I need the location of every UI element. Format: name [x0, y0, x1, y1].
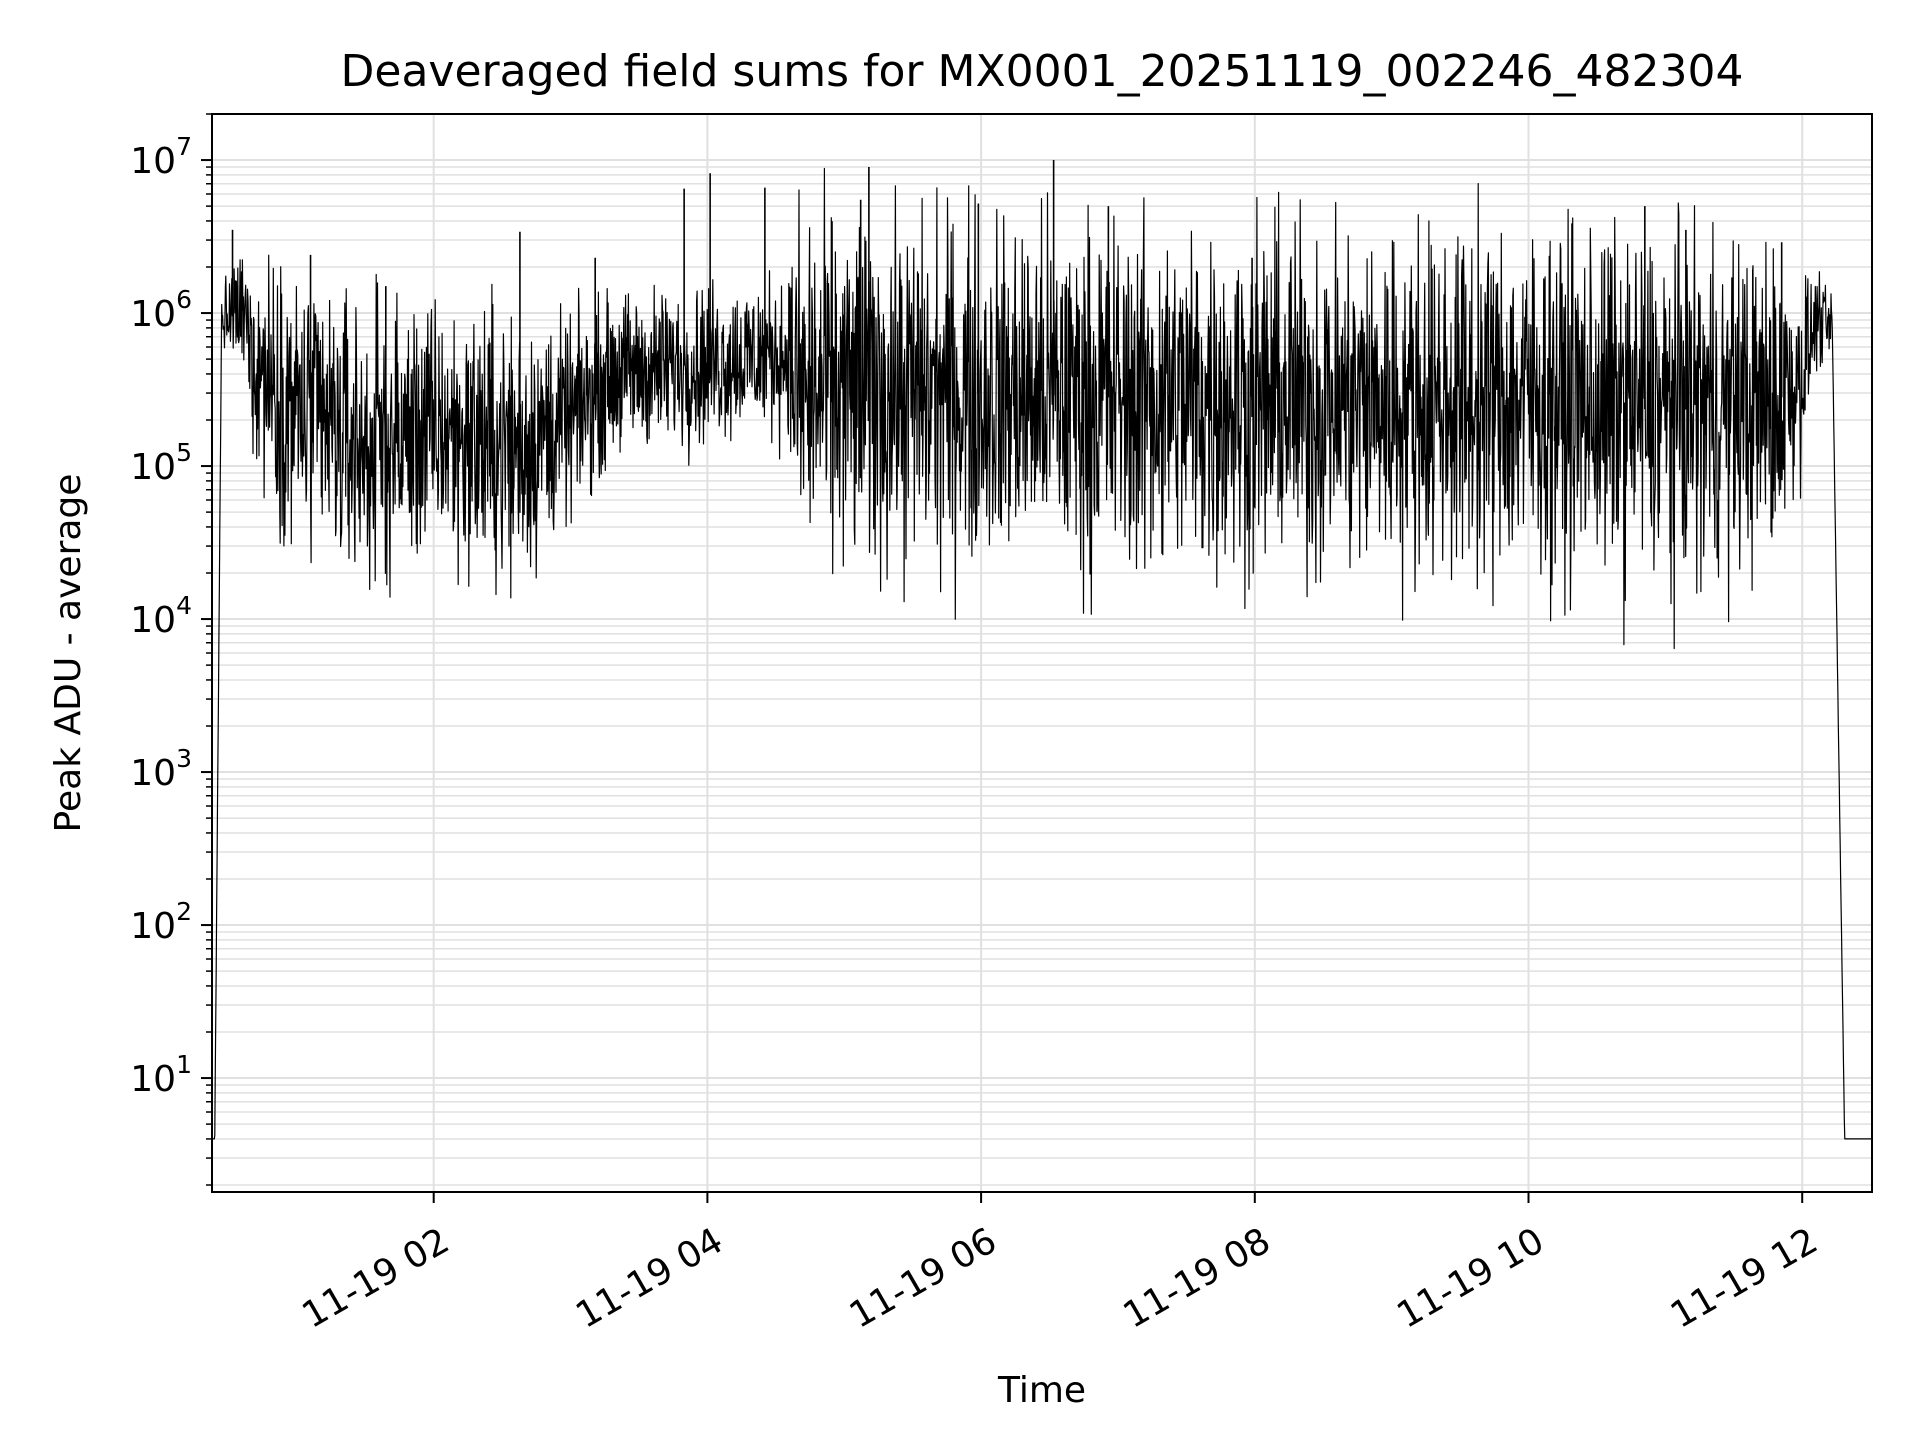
major-gridlines — [212, 114, 1872, 1192]
y-tick-label: 104 — [130, 591, 192, 641]
series-line — [211, 167, 1873, 1140]
y-tick-label: 102 — [130, 897, 192, 947]
y-tick-label: 107 — [130, 132, 192, 182]
y-tick-label: 106 — [130, 285, 192, 335]
y-tick-label: 105 — [130, 438, 192, 488]
spike-marks — [231, 160, 1783, 447]
x-axis-label: Time — [997, 1370, 1086, 1411]
chart-title: Deaveraged field sums for MX0001_2025111… — [341, 46, 1744, 97]
y-tick-label: 103 — [130, 744, 192, 794]
y-axis-label: Peak ADU - average — [48, 474, 89, 833]
y-tick-label: 101 — [130, 1050, 192, 1100]
y-axis-ticks: 101 102 103 104 105 106 107 — [130, 113, 212, 1186]
